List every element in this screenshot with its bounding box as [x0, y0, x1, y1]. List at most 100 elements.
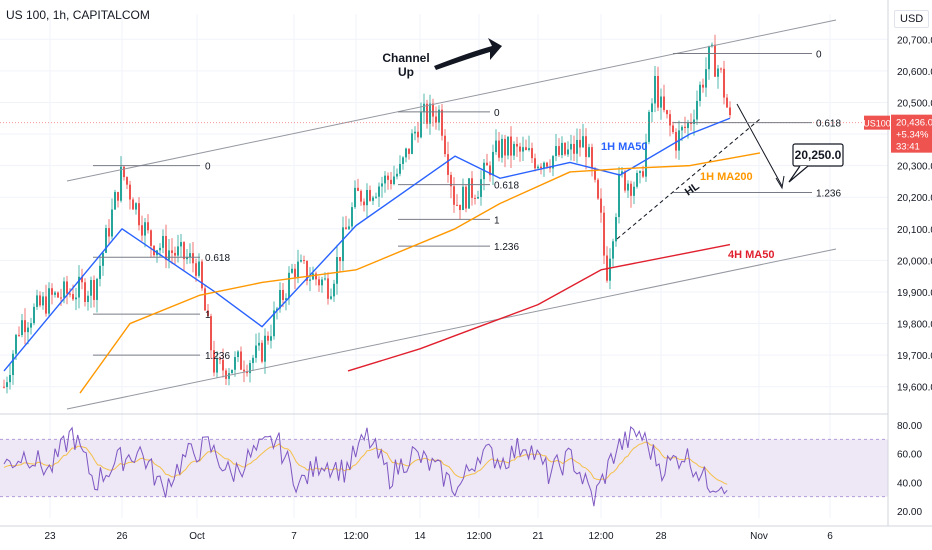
candle-body	[492, 151, 494, 176]
candle-body	[342, 227, 344, 262]
candle-body	[219, 358, 221, 360]
candle-body	[411, 133, 413, 154]
candle-body	[63, 281, 65, 298]
projection-arrow	[736, 103, 783, 187]
fib-label: 1	[494, 215, 500, 226]
y-tick-label: 20,200.0	[897, 193, 932, 204]
candle-body	[174, 252, 176, 256]
candle-body	[501, 138, 503, 158]
currency-button[interactable]: USD	[894, 10, 930, 28]
rsi-tick-label: 60.00	[897, 450, 922, 461]
candle-body	[282, 289, 284, 300]
candle-body	[180, 242, 182, 247]
fib-label: 1.236	[494, 242, 519, 253]
higher-low-line	[616, 118, 761, 240]
target-box	[792, 143, 844, 167]
rsi-line	[3, 426, 728, 507]
channel-lower-line	[66, 248, 837, 410]
candle-body	[168, 250, 170, 260]
candle-body	[276, 308, 278, 311]
candle-body	[354, 187, 356, 208]
price-tag-change: +5.34%	[896, 130, 929, 141]
candle-body	[72, 294, 74, 300]
candle-body	[561, 142, 563, 156]
candle-body	[471, 178, 473, 198]
y-tick-label: 19,800.0	[897, 320, 932, 331]
candle-body	[435, 116, 437, 123]
candle-body	[375, 196, 377, 198]
candle-body	[12, 353, 14, 376]
fib-label: 0	[816, 49, 822, 60]
candle-body	[369, 189, 371, 201]
candle-body	[696, 100, 698, 120]
candle-body	[171, 250, 173, 253]
candle-body	[420, 112, 422, 138]
candle-body	[150, 230, 152, 246]
candle-body	[474, 197, 476, 199]
candle-body	[141, 225, 143, 236]
candle-body	[42, 296, 44, 306]
candle-body	[642, 171, 644, 177]
candle-body	[339, 256, 341, 262]
candle-body	[126, 177, 128, 185]
candle-body	[336, 256, 338, 284]
x-tick-label: 12:00	[466, 531, 491, 542]
candle-body	[183, 242, 185, 260]
projection-arrowhead	[775, 175, 785, 190]
channel-upper-line	[66, 19, 837, 182]
candle-body	[165, 236, 167, 260]
candle-body	[315, 273, 317, 280]
target-label: 20,250.0	[795, 148, 842, 162]
candle-body	[600, 198, 602, 213]
candle-body	[30, 323, 32, 328]
price-tag-price: 20,436.0	[896, 118, 932, 129]
candle-body	[558, 146, 560, 156]
candle-body	[210, 316, 212, 351]
candle-body	[33, 306, 35, 324]
x-tick-label: 14	[414, 531, 426, 542]
candle-body	[579, 139, 581, 148]
fib-label: 1.236	[816, 188, 841, 199]
candle-body	[81, 276, 83, 283]
symbol-tag: US100	[863, 119, 891, 129]
candle-body	[591, 147, 593, 169]
candle-body	[303, 260, 305, 262]
candle-body	[513, 143, 515, 156]
candle-body	[387, 175, 389, 180]
candle-body	[21, 320, 23, 336]
candle-body	[162, 236, 164, 248]
y-tick-label: 20,700.0	[897, 35, 932, 46]
candle-body	[720, 68, 722, 70]
candle-body	[582, 136, 584, 148]
y-tick-label: 20,600.0	[897, 67, 932, 78]
candle-body	[552, 156, 554, 169]
candle-body	[330, 296, 332, 299]
x-tick-label: 12:00	[588, 531, 613, 542]
candle-body	[123, 166, 125, 178]
candle-body	[177, 246, 179, 256]
rsi-band	[0, 439, 888, 497]
candle-body	[213, 350, 215, 373]
candle-body	[279, 289, 281, 309]
candle-body	[699, 84, 701, 101]
candle-body	[60, 297, 62, 299]
candle-body	[144, 222, 146, 236]
candle-body	[39, 295, 41, 306]
candle-body	[534, 158, 536, 169]
candle-body	[396, 173, 398, 177]
candle-body	[684, 126, 686, 129]
candle-body	[672, 125, 674, 133]
candle-body	[48, 288, 50, 314]
candle-body	[462, 186, 464, 210]
candle-body	[69, 293, 71, 295]
channel-up-label: Up	[398, 65, 414, 79]
ma50-4h-line	[347, 243, 731, 372]
candle-body	[498, 140, 500, 158]
target-pointer	[788, 165, 809, 183]
candle-body	[603, 212, 605, 256]
candle-body	[114, 192, 116, 210]
candle-body	[507, 136, 509, 156]
